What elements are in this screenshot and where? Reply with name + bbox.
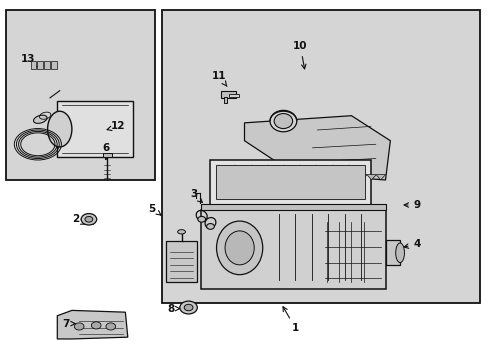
Bar <box>51 62 57 69</box>
Text: 13: 13 <box>21 54 41 67</box>
Polygon shape <box>357 175 366 180</box>
Ellipse shape <box>395 243 404 263</box>
Ellipse shape <box>274 113 292 129</box>
Text: 2: 2 <box>72 214 85 224</box>
Bar <box>201 204 385 210</box>
Text: 12: 12 <box>107 121 125 131</box>
Circle shape <box>106 323 116 330</box>
Bar <box>165 241 197 282</box>
Bar <box>210 160 370 205</box>
Bar <box>44 62 50 69</box>
Bar <box>223 98 227 103</box>
Polygon shape <box>329 175 339 180</box>
Polygon shape <box>366 175 375 180</box>
Circle shape <box>74 323 84 330</box>
Polygon shape <box>320 175 329 180</box>
Circle shape <box>85 216 93 222</box>
Text: 7: 7 <box>62 319 75 329</box>
Circle shape <box>91 322 101 329</box>
Bar <box>201 210 385 289</box>
Text: 4: 4 <box>403 239 420 249</box>
Bar <box>221 91 235 98</box>
Ellipse shape <box>206 224 214 229</box>
Ellipse shape <box>177 230 185 234</box>
Ellipse shape <box>269 111 296 132</box>
Bar <box>6 10 154 180</box>
Ellipse shape <box>34 115 47 123</box>
Text: 1: 1 <box>283 307 299 333</box>
Ellipse shape <box>47 111 72 147</box>
Bar <box>102 153 112 157</box>
Polygon shape <box>244 116 389 180</box>
Circle shape <box>180 301 197 314</box>
Text: 10: 10 <box>293 41 307 69</box>
Circle shape <box>184 304 193 311</box>
Ellipse shape <box>224 231 254 265</box>
Polygon shape <box>292 175 302 180</box>
Polygon shape <box>302 175 311 180</box>
Text: 9: 9 <box>403 200 420 210</box>
Polygon shape <box>348 175 357 180</box>
Polygon shape <box>311 175 320 180</box>
Circle shape <box>81 213 97 225</box>
Polygon shape <box>375 175 385 180</box>
Polygon shape <box>57 310 127 339</box>
Ellipse shape <box>216 221 262 275</box>
Bar <box>162 10 479 303</box>
Bar <box>228 94 238 97</box>
Text: 5: 5 <box>148 203 161 215</box>
Bar <box>216 204 370 211</box>
Bar <box>216 165 365 199</box>
Bar <box>57 102 132 157</box>
Bar <box>385 240 399 265</box>
Text: 6: 6 <box>102 143 109 159</box>
Text: 8: 8 <box>166 303 180 314</box>
Polygon shape <box>339 175 348 180</box>
Bar <box>30 62 36 69</box>
Bar <box>37 62 43 69</box>
Text: 3: 3 <box>189 189 202 202</box>
Text: 11: 11 <box>211 71 226 86</box>
Ellipse shape <box>198 216 205 222</box>
